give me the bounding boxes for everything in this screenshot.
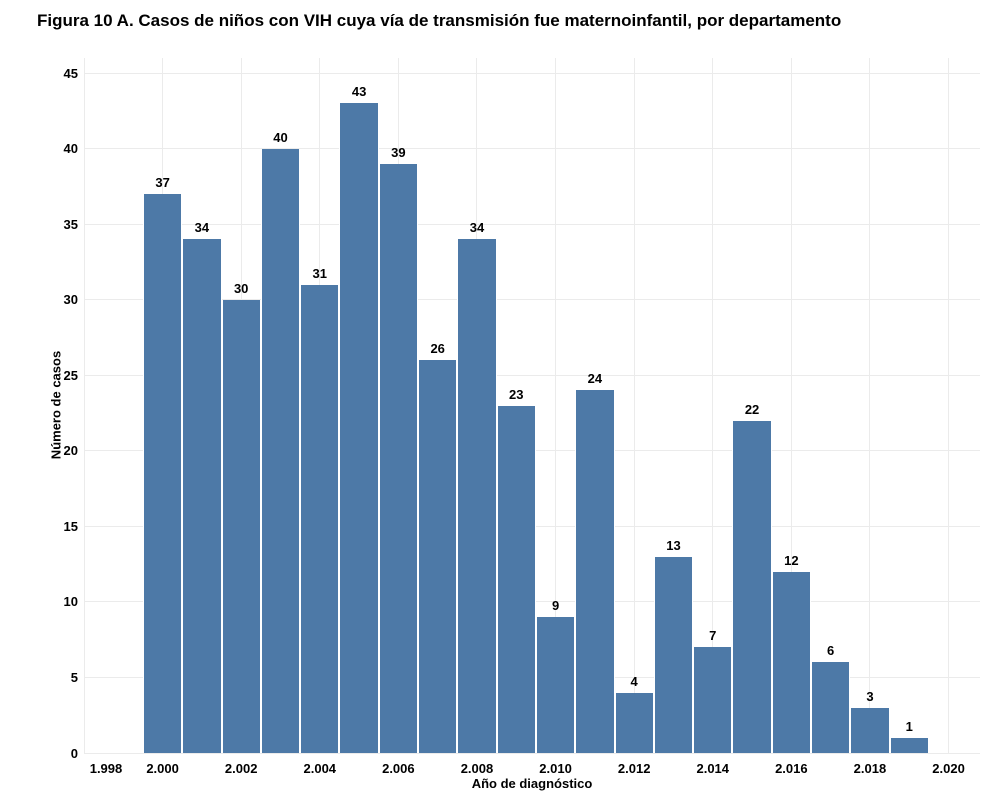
- bar-value-label: 13: [666, 537, 681, 553]
- gridline-horizontal: [84, 752, 980, 754]
- y-tick-label: 30: [63, 292, 78, 308]
- bar-2005: [339, 103, 379, 753]
- bar-2011: [575, 390, 615, 753]
- x-tick-label: 2.010: [539, 761, 572, 776]
- y-tick-label: 20: [63, 443, 78, 459]
- bar-value-label: 7: [709, 628, 717, 644]
- x-tick-label: 1.998: [89, 761, 123, 776]
- gridline-vertical: [869, 58, 871, 753]
- gridline-horizontal: [84, 299, 980, 301]
- gridline-horizontal: [84, 72, 980, 74]
- gridline-vertical: [83, 58, 85, 753]
- bar-value-label: 26: [430, 341, 445, 357]
- bar-value-label: 6: [827, 643, 835, 659]
- bar-2014: [693, 647, 733, 753]
- bar-value-label: 34: [469, 220, 485, 236]
- x-tick-label: 2.006: [382, 761, 415, 776]
- bar-value-label: 24: [587, 371, 603, 387]
- gridline-vertical: [712, 58, 714, 753]
- bar-value-label: 30: [233, 280, 249, 296]
- x-tick-label: 2.020: [932, 761, 965, 776]
- bar-2009: [496, 405, 536, 753]
- y-tick-label: 0: [70, 745, 78, 761]
- gridline-horizontal: [84, 223, 980, 225]
- bar-2010: [535, 617, 576, 753]
- y-tick-label: 15: [63, 518, 78, 534]
- x-tick-label: 2.002: [224, 761, 258, 776]
- bar-2019: [889, 737, 929, 753]
- bar-2013: [653, 556, 694, 753]
- bar-2004: [300, 284, 340, 753]
- y-tick-label: 5: [70, 669, 78, 685]
- bar-2007: [418, 360, 458, 753]
- bar-2006: [378, 163, 419, 753]
- bar-2001: [182, 239, 222, 753]
- gridline-vertical: [948, 58, 950, 753]
- bar-2003: [260, 148, 301, 753]
- bar-2000: [142, 193, 183, 753]
- bar-2015: [732, 420, 772, 753]
- gridline-horizontal: [84, 374, 980, 376]
- y-tick-label: 40: [63, 141, 78, 157]
- gridline-vertical: [790, 58, 792, 753]
- y-tick-label: 35: [63, 216, 78, 232]
- bar-2017: [811, 662, 851, 753]
- chart-title: Figura 10 A. Casos de niños con VIH cuya…: [37, 11, 842, 30]
- x-tick-label: 2.018: [853, 761, 887, 776]
- x-tick-label: 2.004: [303, 761, 337, 776]
- bar-2012: [614, 692, 654, 753]
- x-axis-title: Año de diagnóstico: [471, 776, 593, 791]
- y-tick-label: 10: [63, 594, 78, 610]
- bar-value-label: 34: [194, 220, 210, 236]
- gridline-horizontal: [84, 148, 980, 150]
- x-tick-label: 2.014: [696, 761, 730, 776]
- bar-value-label: 39: [391, 144, 406, 160]
- gridline-vertical: [555, 58, 557, 753]
- bar-value-label: 9: [551, 598, 560, 614]
- gridline-vertical: [633, 58, 635, 753]
- bar-value-label: 40: [273, 129, 288, 145]
- bar-2002: [221, 299, 261, 753]
- bar-value-label: 31: [312, 265, 328, 281]
- y-tick-label: 45: [63, 65, 78, 81]
- bar-value-label: 12: [784, 552, 799, 568]
- x-tick-label: 2.016: [775, 761, 808, 776]
- bar-2016: [771, 571, 812, 753]
- x-tick-label: 2.000: [146, 761, 179, 776]
- bar-value-label: 3: [866, 688, 874, 704]
- bar-2018: [850, 707, 890, 753]
- x-tick-label: 2.008: [460, 761, 494, 776]
- bar-2008: [457, 239, 497, 753]
- y-axis-title: Número de casos: [48, 350, 64, 460]
- x-tick-label: 2.012: [617, 761, 651, 776]
- bar-value-label: 37: [155, 174, 170, 190]
- bar-value-label: 22: [744, 401, 760, 417]
- bar-value-label: 23: [509, 386, 524, 402]
- bar-value-label: 43: [351, 84, 367, 100]
- y-tick-label: 25: [63, 367, 78, 383]
- bar-value-label: 4: [630, 673, 638, 689]
- bar-value-label: 1: [905, 718, 913, 734]
